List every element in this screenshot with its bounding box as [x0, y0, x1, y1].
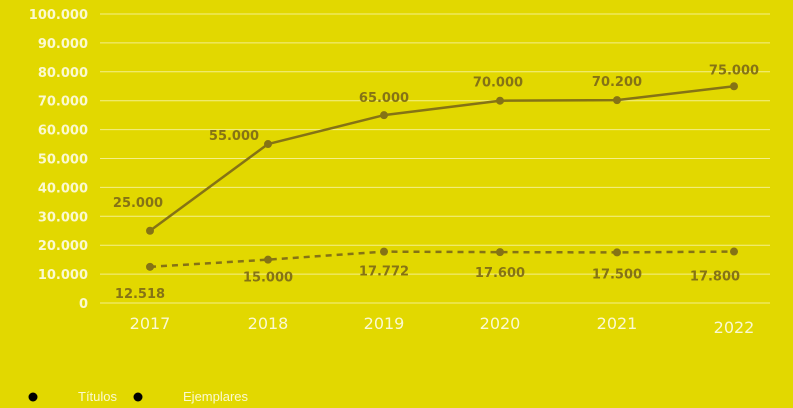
series-line-titulos: [149, 250, 735, 269]
legend-item-titulos: Títulos: [28, 389, 117, 404]
y-tick-label: 50.000: [38, 153, 88, 168]
series-points: [146, 82, 738, 271]
data-label-titulos: 15.000: [243, 271, 293, 286]
data-point-ejemplares: [380, 111, 388, 120]
x-tick-label: 2019: [364, 314, 405, 333]
x-tick-label: 2018: [248, 314, 289, 333]
series-lines: [149, 85, 735, 269]
data-point-ejemplares: [613, 96, 621, 105]
data-label-ejemplares: 65.000: [359, 91, 409, 106]
y-tick-label: 60.000: [38, 124, 88, 139]
data-point-titulos: [496, 248, 504, 257]
data-point-titulos: [380, 247, 388, 256]
y-tick-label: 70.000: [38, 95, 88, 110]
data-point-ejemplares: [146, 226, 154, 235]
data-point-ejemplares: [264, 140, 272, 149]
x-axis-ticks: 2017 2018 2019 2020 2021 2022: [130, 314, 755, 337]
dashed-line-marker-icon: [28, 392, 38, 401]
x-tick-label: 2022: [714, 318, 755, 337]
data-label-ejemplares: 25.000: [113, 196, 163, 211]
y-tick-label: 10.000: [38, 268, 88, 283]
data-label-ejemplares: 70.000: [473, 76, 523, 91]
legend-item-ejemplares: Ejemplares: [133, 389, 248, 404]
data-point-ejemplares: [496, 96, 504, 105]
data-label-titulos: 17.600: [475, 266, 525, 281]
solid-line-marker-icon: [133, 392, 143, 401]
data-label-titulos: 17.500: [592, 267, 642, 282]
y-tick-label: 20.000: [38, 239, 88, 254]
legend: Títulos Ejemplares: [28, 389, 264, 404]
data-point-titulos: [264, 255, 272, 264]
y-tick-label: 80.000: [38, 66, 88, 81]
data-point-titulos: [613, 248, 621, 257]
data-label-ejemplares: 75.000: [709, 63, 759, 78]
x-tick-label: 2020: [480, 314, 521, 333]
y-tick-label: 30.000: [38, 210, 88, 225]
data-point-titulos: [730, 247, 738, 256]
data-label-titulos: 12.518: [115, 287, 165, 302]
gridlines: [100, 13, 770, 304]
y-tick-label: 100.000: [29, 8, 88, 23]
x-tick-label: 2017: [130, 314, 171, 333]
y-axis-ticks: 0 10.000 20.000 30.000 40.000 50.000 60.000 70.…: [29, 8, 88, 312]
data-label-titulos: 17.800: [690, 270, 740, 285]
legend-label-ejemplares: Ejemplares: [183, 389, 249, 404]
data-label-titulos: 17.772: [359, 265, 409, 280]
y-tick-label: 40.000: [38, 181, 88, 196]
data-point-ejemplares: [730, 82, 738, 91]
data-label-ejemplares: 55.000: [209, 129, 259, 144]
y-tick-label: 0: [79, 297, 88, 312]
data-labels: 12.518 15.000 17.772 17.600 17.500 17.800 25.0…: [113, 63, 759, 302]
y-tick-label: 90.000: [38, 37, 88, 52]
legend-label-titulos: Títulos: [78, 389, 118, 404]
series-line-ejemplares: [149, 85, 735, 232]
data-point-titulos: [146, 262, 154, 271]
data-label-ejemplares: 70.200: [592, 75, 642, 90]
x-tick-label: 2021: [597, 314, 638, 333]
